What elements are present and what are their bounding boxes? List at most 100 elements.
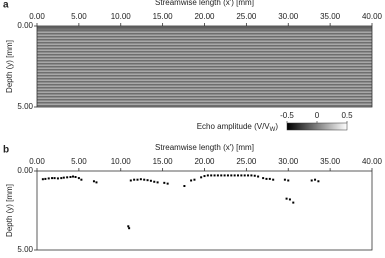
y-tick-label: 5.00 (17, 102, 33, 111)
interface-point (51, 177, 54, 180)
interface-point (149, 179, 152, 182)
interface-point (268, 177, 271, 180)
interface-point (203, 175, 206, 178)
x-tick-label: 0.00 (29, 12, 45, 21)
interface-point (66, 176, 69, 179)
interface-point (143, 178, 146, 181)
interface-point (210, 174, 213, 177)
interface-point (72, 175, 75, 178)
x-tick-label: 5.00 (71, 157, 87, 166)
interface-point (230, 174, 233, 177)
interface-point (41, 178, 44, 181)
interface-point (223, 174, 226, 177)
y-axis-label: Depth (y) [mm] (5, 184, 14, 237)
x-tick-label: 5.00 (71, 12, 87, 21)
colorbar-label: Echo amplitude (V/VW) (197, 122, 279, 132)
interface-point (285, 197, 288, 200)
y-tick-label: 0.00 (17, 21, 33, 30)
interface-point (80, 178, 83, 181)
interface-point (283, 178, 286, 181)
interface-point (213, 174, 216, 177)
interface-point (220, 174, 223, 177)
x-tick-label: 25.00 (236, 157, 257, 166)
interface-point (92, 180, 95, 183)
x-axis-label: Streamwise length (x') [mm] (155, 143, 254, 152)
interface-point (314, 178, 317, 181)
echo-surface-band (37, 26, 372, 30)
plot-frame (36, 170, 373, 251)
colorbar-label-main: Echo amplitude (V/V (197, 122, 271, 131)
interface-point (136, 178, 139, 181)
interface-point (129, 179, 132, 182)
interface-point (53, 177, 56, 180)
panel-label: b (3, 145, 9, 156)
x-tick-label: 25.00 (236, 12, 257, 21)
y-tick-label: 0.00 (17, 166, 33, 175)
interface-point (47, 177, 50, 180)
interface-point (127, 225, 130, 228)
interface-point (95, 181, 98, 184)
interface-point (272, 178, 275, 181)
x-tick-label: 40.00 (362, 157, 383, 166)
interface-point (69, 176, 72, 179)
interface-point (153, 180, 156, 183)
interface-point (288, 198, 291, 201)
interface-point (200, 176, 203, 179)
x-tick-label: 15.00 (153, 12, 174, 21)
x-tick-label: 30.00 (278, 12, 299, 21)
interface-point (237, 174, 239, 177)
interface-point (56, 177, 59, 180)
interface-point (257, 175, 260, 178)
interface-point (250, 174, 253, 177)
interface-point (60, 177, 63, 180)
x-tick-label: 10.00 (111, 157, 132, 166)
x-tick-label: 20.00 (194, 157, 215, 166)
interface-point (226, 174, 229, 177)
x-tick-label: 30.00 (278, 157, 299, 166)
interface-point (163, 181, 166, 184)
interface-point (240, 174, 243, 177)
interface-point (233, 174, 236, 177)
interface-point (128, 227, 131, 230)
interface-point (243, 174, 246, 177)
colorbar-tick-label: 0 (315, 111, 320, 120)
y-axis-label: Depth (y) [mm] (5, 40, 14, 93)
interface-point (190, 179, 193, 182)
colorbar-label-subscript: W (270, 127, 276, 133)
colorbar-label-end: ) (275, 122, 278, 131)
interface-point (216, 174, 219, 177)
interface-point (77, 177, 80, 180)
interface-point (247, 174, 250, 177)
x-axis-label: Streamwise length (x') [mm] (155, 0, 254, 7)
echo-image (37, 26, 372, 107)
interface-point (310, 179, 313, 182)
interface-point (317, 180, 320, 183)
colorbar-tick-label: -0.5 (280, 111, 294, 120)
interface-point (287, 179, 290, 182)
interface-point (166, 182, 169, 185)
interface-point (44, 177, 47, 180)
interface-point (253, 174, 256, 177)
interface-point (292, 201, 295, 204)
y-tick-label: 5.00 (17, 245, 33, 254)
x-tick-label: 10.00 (111, 12, 132, 21)
interface-point (206, 174, 209, 177)
interface-point (193, 178, 196, 181)
interface-point (156, 181, 159, 184)
panel-label: a (3, 0, 9, 11)
interface-point (265, 177, 268, 180)
interface-point (139, 178, 142, 181)
interface-point (262, 177, 265, 180)
interface-point (133, 178, 136, 181)
interface-point (74, 176, 77, 179)
x-tick-label: 35.00 (320, 12, 341, 21)
x-tick-label: 40.00 (362, 12, 383, 21)
colorbar (286, 122, 348, 131)
interface-point (146, 179, 149, 182)
colorbar-tick-label: 0.5 (341, 111, 353, 120)
x-tick-label: 35.00 (320, 157, 341, 166)
interface-point (183, 185, 186, 188)
x-tick-label: 20.00 (194, 12, 215, 21)
interface-point (62, 176, 65, 179)
